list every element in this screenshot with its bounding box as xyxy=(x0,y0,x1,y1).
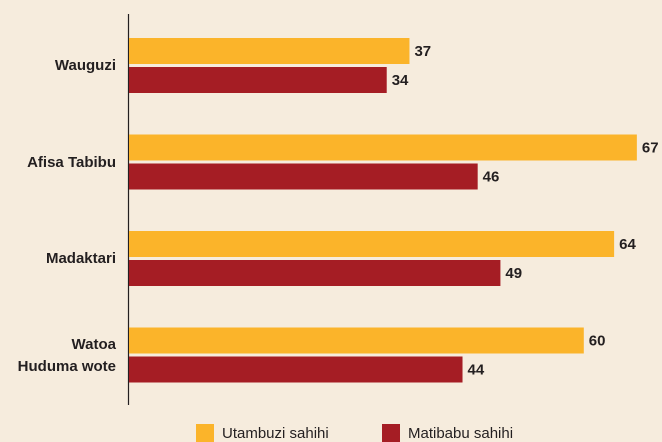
category-label: Wauguzi xyxy=(54,57,116,74)
category-label: Watoa Huduma wote xyxy=(17,335,116,375)
bar xyxy=(129,231,615,257)
category-label: Madaktari xyxy=(45,250,116,267)
value-label: 46 xyxy=(483,168,500,185)
legend-swatch xyxy=(196,424,214,442)
value-label: 49 xyxy=(505,265,522,282)
bar xyxy=(129,38,410,64)
bar xyxy=(129,260,501,286)
legend-label: Matibabu sahihi xyxy=(408,425,513,442)
category-label: Afisa Tabibu xyxy=(27,153,116,171)
bar xyxy=(129,134,637,161)
value-label: 44 xyxy=(468,361,485,378)
bar xyxy=(129,67,387,93)
value-label: 60 xyxy=(589,332,606,349)
bar xyxy=(129,163,478,190)
value-label: 67 xyxy=(642,139,659,156)
bar xyxy=(129,356,463,383)
value-label: 64 xyxy=(619,236,636,253)
value-label: 37 xyxy=(414,43,431,60)
value-label: 34 xyxy=(392,72,409,89)
legend-swatch xyxy=(382,424,400,442)
legend-label: Utambuzi sahihi xyxy=(222,425,329,442)
bar xyxy=(129,327,584,354)
